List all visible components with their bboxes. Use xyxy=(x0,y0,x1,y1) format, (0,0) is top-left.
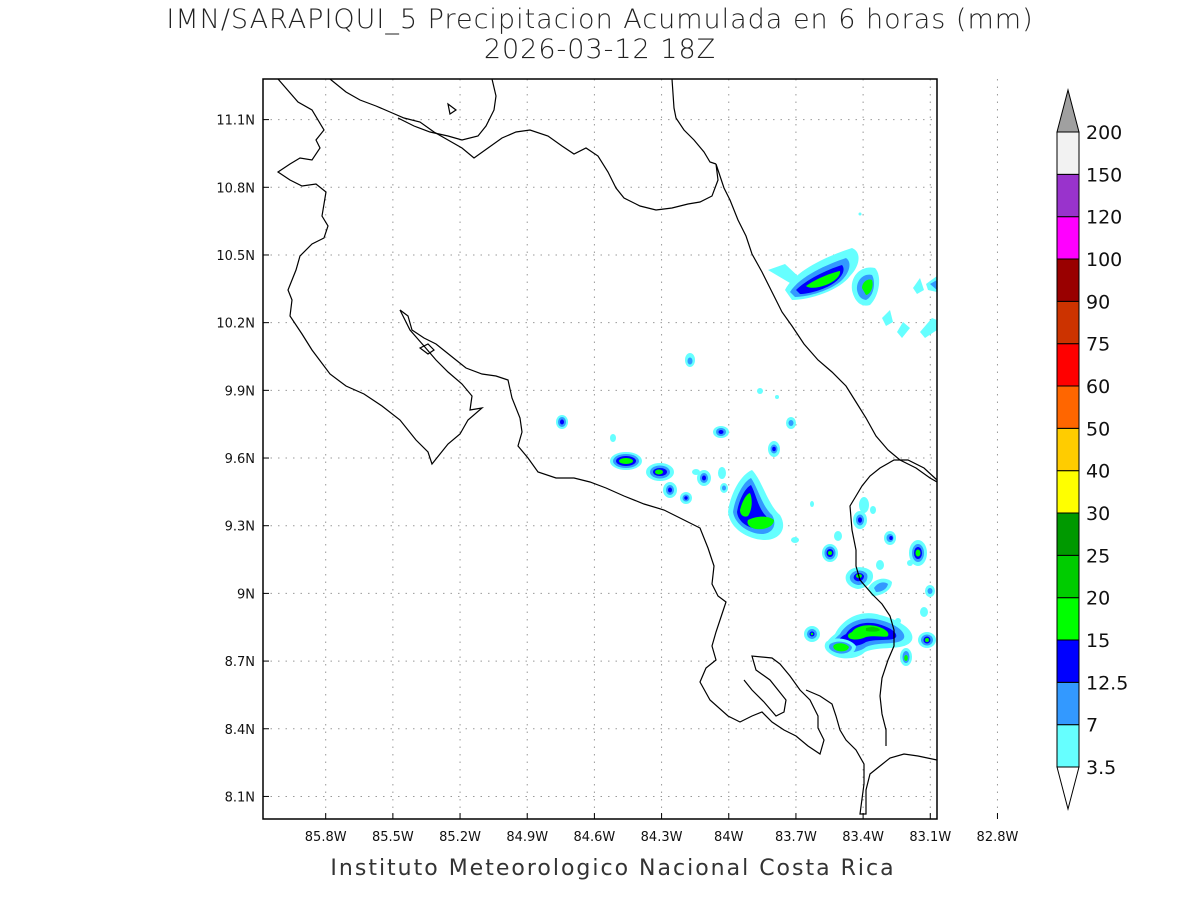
x-tick-label: 83.7W xyxy=(775,830,817,845)
colorbar-swatch xyxy=(1056,470,1080,514)
x-tick-label: 84.9W xyxy=(506,830,548,845)
coastline-north-border xyxy=(276,79,485,466)
colorbar-swatch xyxy=(1056,216,1080,260)
x-tick-label: 84.3W xyxy=(641,830,683,845)
x-tick-label: 83.1W xyxy=(909,830,951,845)
colorbar-swatch xyxy=(1056,724,1080,768)
colorbar-swatch xyxy=(1056,173,1080,218)
colorbar-swatch xyxy=(1056,681,1080,726)
precip-cell xyxy=(728,470,784,540)
coastline-osa-peninsula xyxy=(805,689,937,815)
y-tick-label: 9.9N xyxy=(225,384,255,399)
precip-cell xyxy=(918,632,936,648)
x-tick-label: 82.8W xyxy=(977,830,1019,845)
colorbar-swatch xyxy=(1056,385,1080,429)
colorbar-level-label: 20 xyxy=(1086,588,1110,610)
precip-cell xyxy=(822,544,838,562)
precip-cell xyxy=(824,638,856,657)
x-tick-label: 84W xyxy=(714,830,744,845)
colorbar-swatch xyxy=(1056,131,1080,175)
y-tick-label: 9N xyxy=(237,587,255,602)
precip-cell xyxy=(768,248,859,300)
precipitation-field xyxy=(556,212,937,666)
y-tick-label: 10.5N xyxy=(216,249,255,264)
x-tick-label: 83.4W xyxy=(842,830,884,845)
island-nicaragua-lake xyxy=(447,102,458,115)
colorbar-level-label: 25 xyxy=(1086,545,1110,567)
colorbar: 3.5 7 12.5 15 20 25 30 40 50 60 75 90 100 120 150 200 xyxy=(1056,88,1128,811)
map-grid: 85.8W 85.5W 85.2W 84.9W 84.6W 84.3W 84W 83.7W 83… xyxy=(216,79,1018,845)
border-panama xyxy=(849,459,937,746)
colorbar-swatch xyxy=(1056,300,1080,345)
x-tick-label: 85.5W xyxy=(372,830,414,845)
border-nicaragua xyxy=(397,79,497,141)
colorbar-level-label: 3.5 xyxy=(1086,757,1116,779)
precip-cell xyxy=(646,463,674,481)
colorbar-swatch xyxy=(1056,427,1080,472)
x-tick-label: 85.8W xyxy=(305,830,347,845)
colorbar-level-label: 40 xyxy=(1086,461,1110,483)
map-frame xyxy=(262,78,938,820)
coastline-north-inner xyxy=(671,79,717,165)
colorbar-level-label: 7 xyxy=(1086,715,1098,737)
colorbar-level-label: 100 xyxy=(1086,249,1122,271)
colorbar-level-label: 200 xyxy=(1086,122,1122,144)
coastline-caribbean xyxy=(329,79,937,483)
colorbar-level-label: 120 xyxy=(1086,207,1122,229)
footer-credit: Instituto Meteorologico Nacional Costa R… xyxy=(330,856,896,881)
colorbar-level-label: 75 xyxy=(1086,334,1110,356)
coastline-nicoya-inner xyxy=(399,309,825,755)
y-tick-label: 10.8N xyxy=(216,181,255,196)
colorbar-level-label: 60 xyxy=(1086,376,1110,398)
colorbar-swatch xyxy=(1056,554,1080,599)
colorbar-level-label: 50 xyxy=(1086,418,1110,440)
coastline-golfo-nicoya-island xyxy=(418,343,435,355)
precip-cell xyxy=(851,267,880,306)
y-tick-label: 8.4N xyxy=(225,723,255,738)
precip-cell xyxy=(610,452,642,470)
colorbar-swatch xyxy=(1056,512,1080,556)
y-tick-label: 8.7N xyxy=(225,655,255,670)
colorbar-swatch xyxy=(1056,343,1080,387)
colorbar-swatch xyxy=(1056,597,1080,641)
colorbar-over-triangle xyxy=(1056,88,1080,133)
colorbar-level-label: 90 xyxy=(1086,291,1110,313)
precip-cell xyxy=(909,540,927,566)
coastlines xyxy=(276,79,937,815)
y-tick-label: 11.1N xyxy=(216,114,255,129)
x-tick-label: 85.2W xyxy=(439,830,481,845)
colorbar-under-triangle xyxy=(1056,766,1080,811)
y-tick-label: 10.2N xyxy=(216,317,255,332)
colorbar-level-label: 150 xyxy=(1086,164,1122,186)
colorbar-swatch xyxy=(1056,258,1080,302)
y-tick-label: 9.6N xyxy=(225,452,255,467)
colorbar-swatch xyxy=(1056,639,1080,683)
map-title: IMN/SARAPIQUI_5 Precipitacion Acumulada … xyxy=(166,4,1034,35)
colorbar-level-label: 12.5 xyxy=(1086,672,1128,694)
y-tick-label: 8.1N xyxy=(225,790,255,805)
y-tick-label: 9.3N xyxy=(225,520,255,535)
x-tick-label: 84.6W xyxy=(573,830,615,845)
colorbar-level-label: 30 xyxy=(1086,503,1110,525)
map-subtitle-date: 2026-03-12 18Z xyxy=(483,34,717,65)
colorbar-level-label: 15 xyxy=(1086,630,1110,652)
